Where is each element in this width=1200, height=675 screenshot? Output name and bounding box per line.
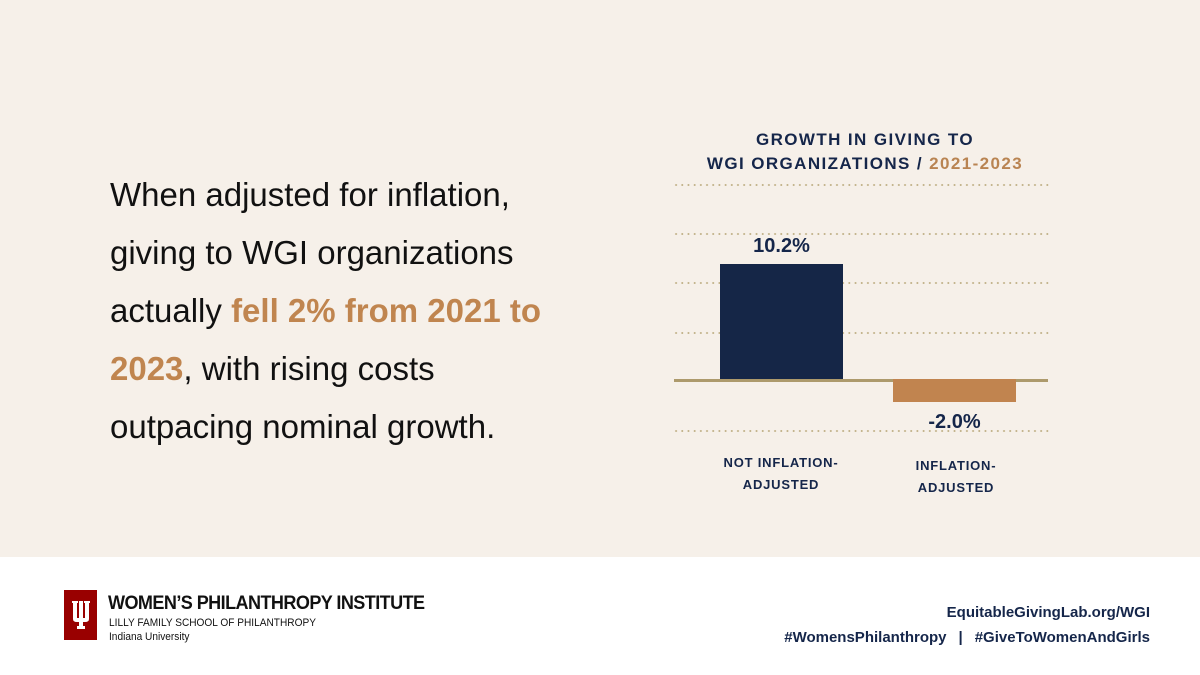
statement-text: When adjusted for inflation, giving to W…	[110, 176, 514, 329]
gridline	[673, 332, 1049, 334]
zero-baseline	[674, 379, 1048, 382]
website-link[interactable]: EquitableGivingLab.org/WGI	[946, 604, 1150, 621]
category-label-not-inflation-adjusted: NOT INFLATION- ADJUSTED	[691, 452, 871, 496]
category-label-line: INFLATION-	[915, 458, 997, 473]
hashtag-womens-philanthropy[interactable]: #WomensPhilanthropy	[784, 629, 947, 646]
bar-value-label: 10.2%	[753, 235, 810, 257]
category-label-line: ADJUSTED	[742, 477, 820, 492]
org-university: Indiana University	[109, 631, 190, 643]
gridline	[673, 184, 1049, 186]
bar-inflation-adjusted	[893, 379, 1016, 402]
org-name: WOMEN’S PHILANTHROPY INSTITUTE	[108, 593, 425, 614]
footer	[0, 557, 1200, 675]
hashtag-separator: |	[958, 629, 963, 646]
gridline	[673, 233, 1049, 235]
chart-title-main: WGI ORGANIZATIONS /	[706, 154, 930, 173]
category-label-line: NOT INFLATION-	[723, 455, 839, 470]
iu-trident-logo-icon	[64, 590, 97, 640]
main-panel: When adjusted for inflation, giving to W…	[0, 0, 1200, 557]
chart-title-years: 2021-2023	[929, 154, 1024, 173]
chart-title-line1: GROWTH IN GIVING TO	[755, 130, 974, 149]
headline-statement: When adjusted for inflation, giving to W…	[110, 166, 580, 456]
chart-title: GROWTH IN GIVING TO WGI ORGANIZATIONS / …	[665, 128, 1065, 176]
bar-not-inflation-adjusted	[720, 264, 843, 382]
bar-value-label: -2.0%	[928, 411, 981, 433]
org-school: LILLY FAMILY SCHOOL OF PHILANTHROPY	[109, 617, 316, 629]
statement-text-end: , with rising costs outpacing nominal gr…	[110, 350, 496, 445]
category-label-inflation-adjusted: INFLATION- ADJUSTED	[866, 455, 1046, 499]
chart-title-line2: WGI ORGANIZATIONS / 2021-2023	[665, 152, 1065, 176]
category-label-line: ADJUSTED	[917, 480, 995, 495]
gridline	[673, 282, 1049, 284]
hashtag-give-to-women-and-girls[interactable]: #GiveToWomenAndGirls	[974, 629, 1150, 646]
statement-highlight: fell 2% from 2021 to 2023	[110, 292, 542, 387]
hashtags: #WomensPhilanthropy | #GiveToWomenAndGirls	[784, 629, 1150, 646]
gridline	[673, 430, 1049, 432]
